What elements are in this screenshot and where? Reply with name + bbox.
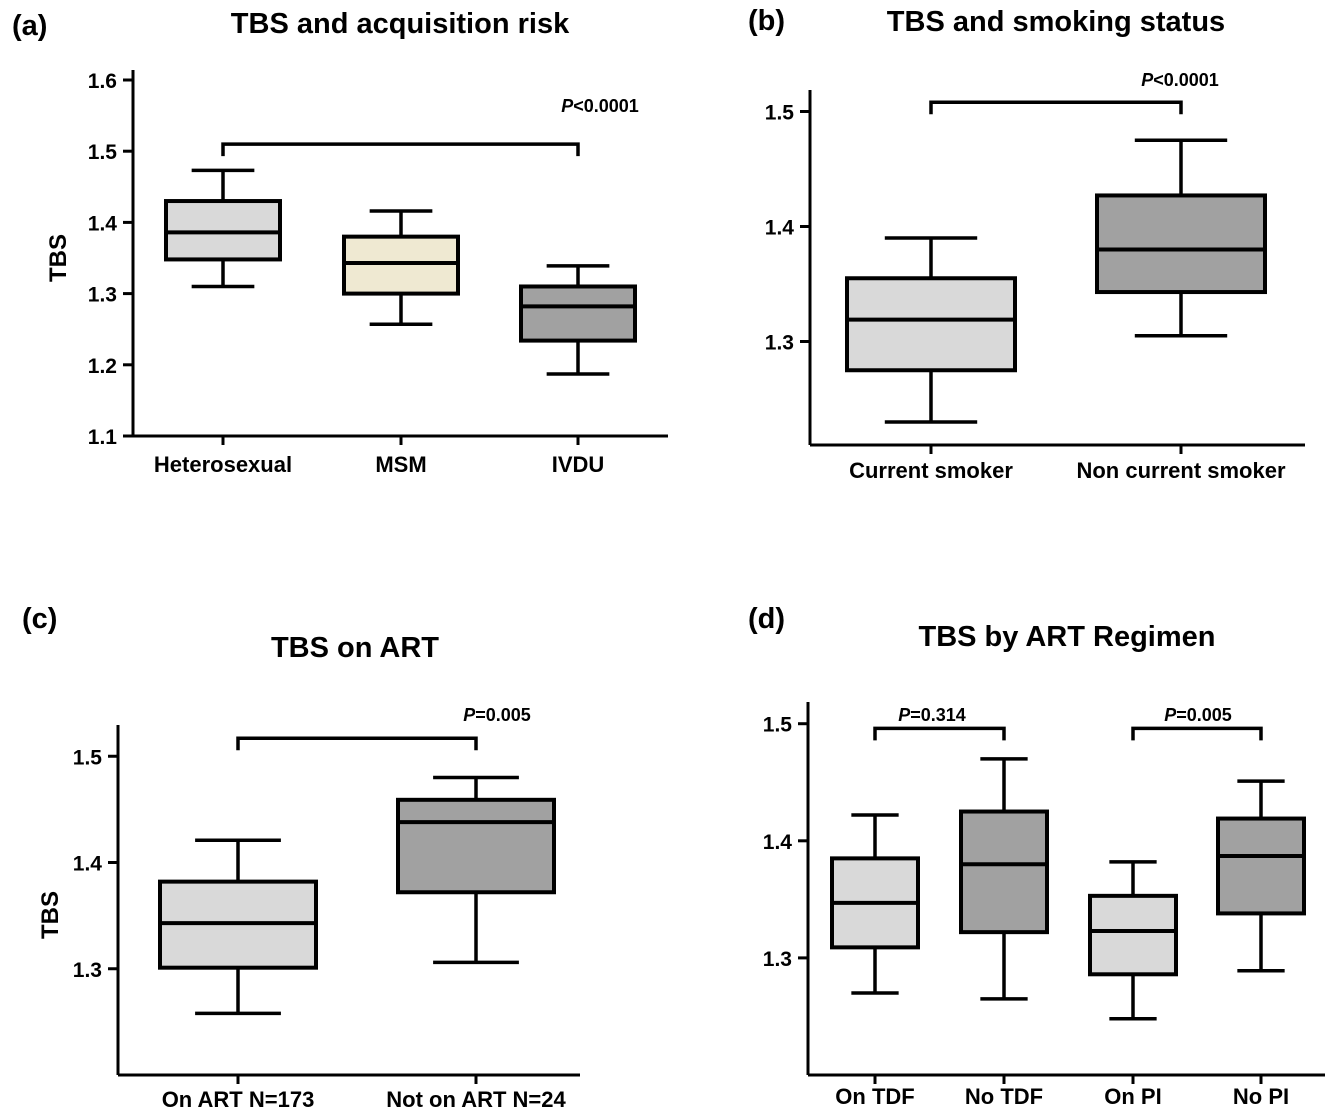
box-not-on-art-n-24 <box>396 775 556 965</box>
box-on-tdf <box>830 813 920 995</box>
chart-title: TBS and smoking status <box>887 6 1225 38</box>
box-current-smoker <box>845 236 1017 424</box>
box-heterosexual <box>164 168 282 289</box>
iqr-box <box>342 234 460 296</box>
chart-title: TBS and acquisition risk <box>231 8 570 40</box>
x-tick-label: On PI <box>1104 1084 1161 1109</box>
x-tick-label: IVDU <box>552 452 605 477</box>
panel-label: (a) <box>12 10 47 42</box>
y-tick-label: 1.4 <box>763 831 793 854</box>
x-tick-label: Non current smoker <box>1076 458 1285 483</box>
iqr-box <box>1216 816 1306 916</box>
y-tick-label: 1.3 <box>765 332 794 355</box>
chart-title: TBS by ART Regimen <box>918 621 1215 653</box>
y-tick-label: 1.5 <box>73 746 103 769</box>
chart-panel-d: (d) TBS by ART Regimen 1.3 1.4 1.5 On TDF No T… <box>748 603 1325 1109</box>
chart-panel-b: (b) TBS and smoking status 1.3 1.4 1.5 Curren… <box>748 5 1305 483</box>
y-tick-label: 1.6 <box>88 70 117 93</box>
chart-panel-a: (a) TBS and acquisition risk TBS 1.1 1.2 1.3 1… <box>12 8 668 477</box>
significance-bracket <box>1131 726 1263 741</box>
box-on-art-n-173 <box>158 838 318 1016</box>
y-tick-label: 1.5 <box>765 102 795 125</box>
box-msm <box>342 209 460 326</box>
p-value-label: P=0.314 <box>898 705 966 725</box>
x-tick-label: Heterosexual <box>154 452 292 477</box>
y-tick-label: 1.3 <box>88 284 117 307</box>
y-tick-label: 1.4 <box>765 217 795 240</box>
panel-label: (d) <box>748 603 785 635</box>
x-tick-label: No PI <box>1233 1084 1289 1109</box>
y-axis-label: TBS <box>37 891 64 939</box>
y-axis-label: TBS <box>45 234 72 282</box>
p-value-label: P=0.005 <box>1164 705 1232 725</box>
iqr-box <box>164 199 282 262</box>
significance-bracket <box>236 736 478 751</box>
p-value-label: P=0.005 <box>463 705 531 725</box>
x-tick-label: On TDF <box>835 1084 914 1109</box>
box-on-pi <box>1088 860 1178 1021</box>
y-tick-label: 1.3 <box>73 959 102 982</box>
y-tick-label: 1.1 <box>88 426 118 449</box>
x-tick-label: MSM <box>375 452 426 477</box>
y-tick-label: 1.2 <box>88 355 117 378</box>
p-value-label: P<0.0001 <box>1141 70 1219 90</box>
x-tick-label: Current smoker <box>849 458 1013 483</box>
iqr-box <box>1088 893 1178 977</box>
y-tick-label: 1.5 <box>763 714 793 737</box>
y-tick-label: 1.4 <box>73 853 103 876</box>
y-tick-label: 1.5 <box>88 141 118 164</box>
x-tick-label: No TDF <box>965 1084 1043 1109</box>
chart-panel-c: (c) TBS on ART TBS 1.3 1.4 1.5 On ART N=173 Not… <box>22 603 580 1110</box>
significance-bracket <box>873 726 1006 741</box>
x-tick-label: Not on ART N=24 <box>386 1087 566 1110</box>
y-tick-label: 1.3 <box>763 948 792 971</box>
iqr-box <box>1095 193 1267 295</box>
box-non-current-smoker <box>1095 138 1267 338</box>
box-ivdu <box>519 264 637 376</box>
iqr-box <box>519 284 637 343</box>
panel-label: (c) <box>22 603 57 635</box>
iqr-box <box>396 797 556 895</box>
chart-title: TBS on ART <box>271 632 439 664</box>
x-tick-label: On ART N=173 <box>162 1087 315 1110</box>
p-value-label: P<0.0001 <box>561 96 639 116</box>
significance-bracket <box>929 100 1183 115</box>
panel-label: (b) <box>748 5 785 37</box>
box-no-pi <box>1216 779 1306 973</box>
y-tick-label: 1.4 <box>88 212 118 235</box>
significance-bracket <box>221 142 580 157</box>
iqr-box <box>959 809 1049 935</box>
iqr-box <box>845 276 1017 373</box>
box-no-tdf <box>959 757 1049 1001</box>
